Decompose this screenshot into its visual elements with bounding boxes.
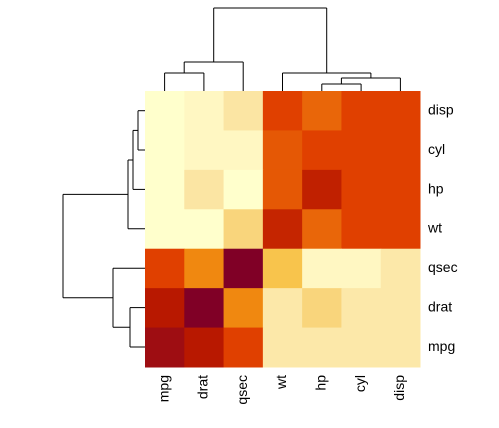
column-label: drat <box>195 375 211 399</box>
heatmap-cell <box>262 327 303 368</box>
heatmap-cell <box>184 130 225 171</box>
heatmap-cell <box>223 169 264 210</box>
column-label: wt <box>273 375 289 390</box>
heatmap-cell <box>380 91 421 131</box>
heatmap-cell <box>184 327 225 368</box>
heatmap-cell <box>223 288 264 329</box>
heatmap-cell <box>145 91 185 131</box>
heatmap-cell <box>302 288 342 329</box>
heatmap-cell <box>223 209 264 250</box>
heatmap-cell <box>341 130 382 171</box>
heatmap-cell <box>262 130 303 171</box>
heatmap-cell <box>145 327 185 368</box>
heatmap-cell <box>262 169 303 210</box>
row-label: qsec <box>428 259 458 275</box>
heatmap-cell <box>341 327 382 368</box>
column-label: qsec <box>234 375 250 405</box>
heatmap-cell <box>262 248 303 289</box>
row-label: hp <box>428 180 444 196</box>
row-label: disp <box>428 101 454 117</box>
heatmap-cell <box>223 91 264 131</box>
heatmap-cell <box>262 209 303 250</box>
heatmap-cell <box>302 209 342 250</box>
heatmap-cell <box>380 169 421 210</box>
heatmap-cell <box>302 130 342 171</box>
column-label: mpg <box>155 375 171 402</box>
heatmap-cell <box>341 169 382 210</box>
heatmap-cell <box>262 288 303 329</box>
heatmap-cell <box>380 288 421 329</box>
heatmap-cell <box>341 288 382 329</box>
heatmap-cell <box>302 248 342 289</box>
column-label: disp <box>391 375 407 401</box>
heatmap-cell <box>184 288 225 329</box>
heatmap-cell <box>184 91 225 131</box>
heatmap-cell <box>302 169 342 210</box>
heatmap-cell <box>184 209 225 250</box>
row-label: mpg <box>428 338 455 354</box>
heatmap-cell <box>145 209 185 250</box>
heatmap-cell <box>380 209 421 250</box>
heatmap-cell <box>184 248 225 289</box>
heatmap-cell <box>262 91 303 131</box>
heatmap-cell <box>223 248 264 289</box>
heatmap-cell <box>223 130 264 171</box>
heatmap-cell <box>145 248 185 289</box>
column-label: cyl <box>352 375 368 392</box>
heatmap-cell <box>302 91 342 131</box>
heatmap-cell <box>184 169 225 210</box>
row-label: drat <box>428 299 452 315</box>
heatmap-cell <box>145 169 185 210</box>
heatmap-cell <box>302 327 342 368</box>
row-label: wt <box>427 220 442 236</box>
heatmap-cell <box>145 130 185 171</box>
heatmap-cell <box>341 91 382 131</box>
heatmap-cell <box>145 288 185 329</box>
heatmap-cell <box>223 327 264 368</box>
column-label: hp <box>312 375 328 391</box>
row-dendrogram <box>62 110 145 348</box>
heatmap-cell <box>341 248 382 289</box>
heatmap-cell <box>380 248 421 289</box>
heatmap-cell <box>380 130 421 171</box>
row-label: cyl <box>428 141 445 157</box>
heatmap-cell <box>380 327 421 368</box>
heatmap-cell <box>341 209 382 250</box>
column-dendrogram <box>164 7 401 91</box>
